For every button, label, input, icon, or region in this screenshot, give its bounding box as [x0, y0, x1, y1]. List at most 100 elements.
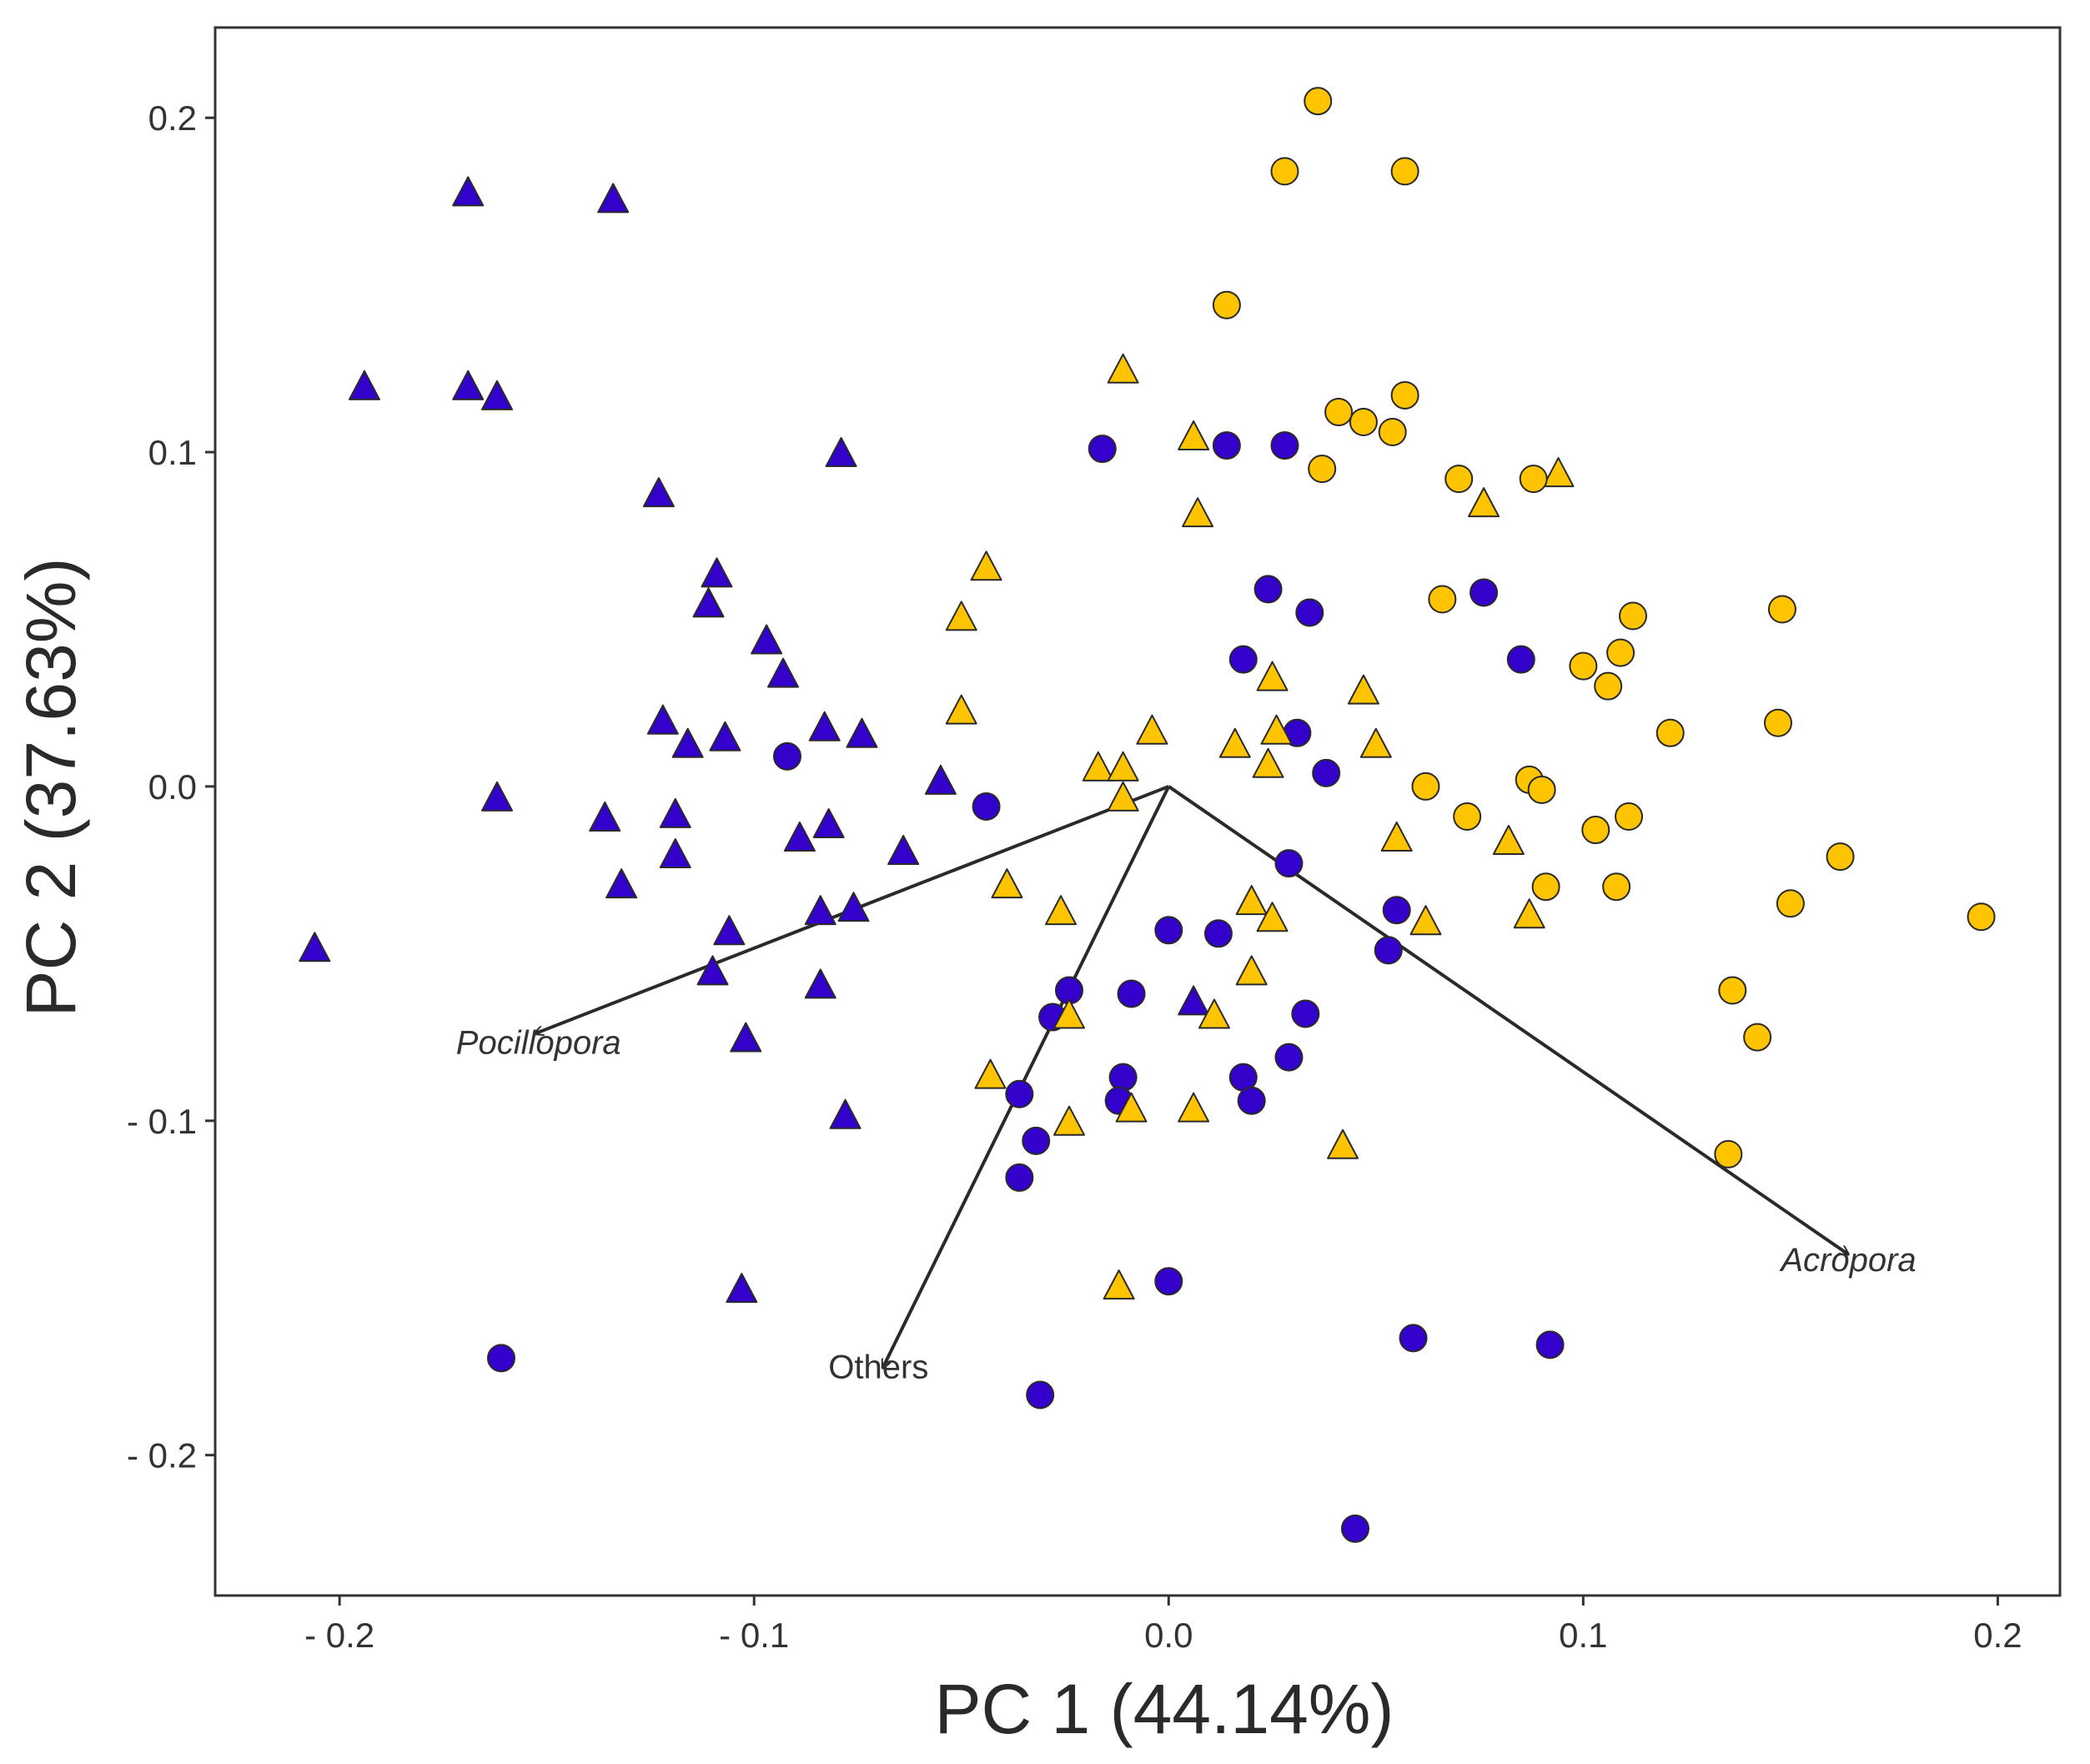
- data-point-purple-triangles: [751, 624, 783, 655]
- data-point-purple-triangles: [709, 721, 741, 751]
- data-point-yellow-circles: [1390, 380, 1419, 410]
- data-point-yellow-circles: [1411, 771, 1440, 801]
- data-point-purple-circles: [1088, 435, 1117, 464]
- data-point-purple-circles: [1108, 1063, 1138, 1092]
- data-point-yellow-triangles: [1235, 885, 1268, 916]
- data-point-yellow-circles: [1718, 976, 1747, 1005]
- data-point-yellow-triangles: [1182, 497, 1214, 528]
- data-point-yellow-circles: [1655, 718, 1685, 747]
- data-point-purple-triangles: [671, 727, 704, 758]
- data-point-yellow-circles: [1519, 465, 1548, 494]
- data-point-yellow-triangles: [1103, 1269, 1135, 1300]
- data-point-yellow-triangles: [1115, 1092, 1148, 1123]
- data-point-purple-circles: [1005, 1079, 1034, 1108]
- data-point-purple-triangles: [726, 1273, 758, 1304]
- data-point-purple-triangles: [646, 704, 679, 735]
- data-point-purple-triangles: [1178, 985, 1210, 1016]
- data-point-yellow-circles: [1763, 708, 1792, 737]
- data-point-purple-triangles: [829, 1098, 862, 1129]
- data-point-purple-triangles: [299, 932, 331, 962]
- data-point-yellow-circles: [1743, 1023, 1772, 1052]
- y-tick-label: - 0.1: [127, 1102, 197, 1141]
- data-point-purple-circles: [1470, 578, 1499, 607]
- data-point-yellow-triangles: [1409, 905, 1442, 936]
- data-point-yellow-circles: [1569, 651, 1598, 681]
- data-point-yellow-triangles: [945, 694, 977, 725]
- data-point-purple-triangles: [887, 835, 920, 866]
- data-point-purple-triangles: [452, 176, 485, 207]
- data-point-purple-triangles: [348, 369, 380, 400]
- data-point-purple-circles: [1374, 936, 1403, 965]
- data-point-purple-triangles: [713, 915, 746, 946]
- y-axis-title: PC 2 (37.63%): [12, 558, 90, 1018]
- data-point-yellow-circles: [1581, 816, 1610, 845]
- data-point-yellow-triangles: [1107, 781, 1139, 812]
- data-point-yellow-triangles: [970, 550, 1002, 581]
- data-point-purple-circles: [1382, 896, 1411, 925]
- data-point-yellow-triangles: [1107, 751, 1139, 781]
- data-point-purple-triangles: [783, 821, 816, 852]
- data-point-yellow-triangles: [1359, 727, 1392, 758]
- x-tick-label: - 0.1: [719, 1616, 789, 1655]
- data-point-yellow-circles: [1390, 157, 1419, 186]
- x-axis-title: PC 1 (44.14%): [935, 1670, 1394, 1748]
- data-point-yellow-circles: [1767, 595, 1796, 624]
- x-tick-label: 0.2: [1973, 1616, 2022, 1655]
- data-point-purple-circles: [1005, 1163, 1034, 1192]
- data-point-purple-circles: [1535, 1330, 1565, 1359]
- data-point-purple-triangles: [597, 183, 630, 214]
- y-tick-label: 0.2: [148, 98, 197, 138]
- data-point-purple-circles: [1026, 1380, 1055, 1410]
- data-point-yellow-circles: [1602, 872, 1631, 902]
- data-point-purple-triangles: [837, 892, 870, 922]
- data-point-yellow-circles: [1606, 638, 1635, 667]
- data-point-yellow-circles: [1714, 1139, 1743, 1168]
- data-point-yellow-triangles: [1218, 727, 1251, 758]
- data-points: [299, 87, 1996, 1543]
- data-point-purple-circles: [1312, 758, 1341, 787]
- data-point-yellow-triangles: [1380, 821, 1413, 852]
- data-point-purple-triangles: [481, 781, 514, 812]
- data-point-purple-circles: [1237, 1086, 1266, 1115]
- data-point-purple-circles: [1154, 916, 1183, 945]
- data-point-yellow-circles: [1270, 157, 1299, 186]
- data-point-purple-circles: [1506, 645, 1535, 674]
- data-point-yellow-circles: [1967, 902, 1996, 932]
- data-point-yellow-circles: [1594, 671, 1623, 701]
- data-point-purple-triangles: [701, 557, 733, 588]
- data-point-yellow-circles: [1615, 802, 1644, 832]
- data-point-yellow-triangles: [1107, 353, 1139, 384]
- vector-labels: Pocillopora Others Acropora: [456, 1025, 1917, 1386]
- data-point-yellow-triangles: [1136, 714, 1168, 745]
- vector-others: [881, 786, 1171, 1368]
- data-point-yellow-circles: [1531, 872, 1560, 902]
- data-point-yellow-circles: [1527, 775, 1556, 804]
- axis-ticks: - 0.2 - 0.1 0.0 0.1 0.2 - 0.2 - 0.1 0.0 0.1 0.2: [127, 98, 2022, 1655]
- data-point-purple-circles: [1228, 645, 1258, 674]
- data-point-purple-circles: [1274, 1043, 1304, 1072]
- data-point-purple-triangles: [730, 1022, 762, 1053]
- data-point-purple-triangles: [812, 807, 845, 838]
- data-point-purple-triangles: [804, 895, 837, 926]
- data-point-yellow-triangles: [1252, 747, 1284, 778]
- data-point-purple-triangles: [696, 955, 729, 986]
- data-point-yellow-circles: [1428, 585, 1457, 614]
- data-point-yellow-circles: [1212, 290, 1241, 319]
- data-point-purple-triangles: [846, 717, 878, 748]
- data-point-yellow-triangles: [1256, 661, 1289, 691]
- data-point-purple-circles: [772, 741, 801, 771]
- vector-label-others: Others: [828, 1349, 928, 1385]
- data-point-purple-circles: [1212, 431, 1241, 460]
- data-point-purple-triangles: [659, 797, 691, 828]
- y-tick-label: 0.1: [148, 433, 197, 472]
- data-point-purple-triangles: [481, 379, 514, 410]
- data-point-purple-circles: [1270, 431, 1299, 460]
- data-point-purple-circles: [1274, 849, 1304, 878]
- data-point-purple-circles: [1399, 1324, 1428, 1353]
- y-tick-label: - 0.2: [127, 1436, 197, 1475]
- data-point-purple-triangles: [766, 657, 799, 688]
- data-point-yellow-circles: [1444, 465, 1474, 494]
- data-point-purple-circles: [486, 1344, 515, 1373]
